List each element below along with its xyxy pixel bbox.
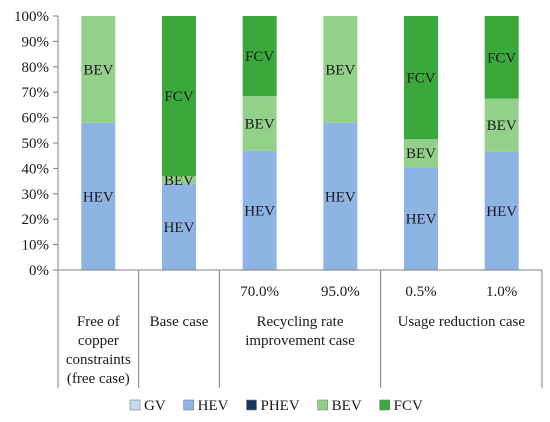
segment-label-fcv: FCV (487, 50, 516, 66)
bar-segment-fcv (162, 16, 196, 177)
x-axis: 70.0% 95.0% 0.5% 1.0% Free of copper constrain… (57, 269, 543, 388)
bar-segment-hev (404, 167, 438, 270)
x-group-label: constraints (66, 352, 131, 368)
y-tick-label: 20% (22, 212, 50, 228)
legend-swatch-gv (129, 399, 141, 411)
segment-label-bev: BEV (83, 62, 113, 78)
bar-segment-fcv (404, 16, 438, 140)
x-category-label: 0.5% (405, 284, 436, 300)
x-group-label: Base case (150, 314, 209, 330)
legend-label-bev: BEV (332, 398, 362, 414)
bar-segment-fcv (484, 16, 519, 99)
segment-label-hev: HEV (406, 212, 437, 228)
segment-label-bev: BEV (487, 118, 517, 134)
bar-segment-hev (323, 122, 358, 271)
bar-segment-bev (81, 16, 116, 123)
x-group-label: Recycling rate (256, 314, 343, 330)
y-tick-label: 30% (22, 187, 50, 203)
legend-swatch-phev (246, 399, 257, 411)
y-tick-label: 80% (22, 60, 50, 76)
y-tick-label: 50% (22, 136, 50, 152)
x-group-label: (free case) (67, 371, 130, 387)
segment-label-hev: HEV (83, 189, 114, 205)
y-axis: 0% 10% 20% 30% 40% 50% 60% 70% 80% 90% 100% (14, 9, 59, 279)
segment-label-fcv: FCV (406, 71, 435, 87)
segment-label-bev: BEV (325, 62, 355, 78)
x-group-label: Free of (77, 314, 120, 330)
bar-segment-hev (484, 151, 519, 270)
bar-segment-bev (404, 139, 438, 168)
segment-label-fcv: FCV (164, 89, 193, 105)
y-tick-label: 60% (22, 111, 50, 127)
x-group-label: improvement case (245, 333, 355, 349)
segment-label-hev: HEV (325, 189, 356, 205)
legend-swatch-fcv (379, 399, 390, 411)
bar-segment-bev (323, 16, 358, 123)
y-tick-label: 0% (29, 263, 49, 279)
y-tick-label: 90% (22, 34, 50, 50)
bar-segment-hev (242, 150, 277, 270)
y-tick-label: 100% (14, 9, 49, 25)
legend: GV HEV PHEV BEV FCV (129, 398, 423, 414)
y-tick-label: 70% (22, 85, 50, 101)
segment-label-hev: HEV (244, 203, 275, 219)
x-category-label: 1.0% (486, 284, 517, 300)
bar-segment-bev (162, 176, 196, 184)
segment-label-fcv: FCV (245, 49, 274, 65)
bar-segment-hev (162, 183, 196, 270)
segment-label-bev: BEV (164, 173, 194, 189)
bars: HEV BEV HEV BEV FCV HEV BEV FCV HEV BEV HEV BEV FCV H… (81, 16, 519, 271)
legend-label-fcv: FCV (394, 398, 423, 414)
y-tick-label: 40% (22, 161, 50, 177)
legend-swatch-hev (183, 399, 194, 411)
segment-label-hev: HEV (164, 220, 195, 236)
legend-swatch-bev (317, 399, 328, 411)
bar-segment-hev (81, 122, 116, 271)
bar-segment-bev (484, 98, 519, 152)
bar-segment-bev (242, 96, 277, 151)
legend-label-hev: HEV (198, 398, 229, 414)
segment-label-bev: BEV (406, 146, 436, 162)
x-group-label: copper (78, 333, 119, 349)
segment-label-hev: HEV (486, 204, 517, 220)
y-tick-label: 10% (22, 238, 50, 254)
x-category-label: 70.0% (240, 284, 279, 300)
bar-segment-fcv (242, 16, 277, 97)
legend-label-phev: PHEV (261, 398, 300, 414)
x-group-label: Usage reduction case (398, 314, 526, 330)
x-category-label: 95.0% (321, 284, 360, 300)
segment-label-bev: BEV (245, 116, 275, 132)
legend-label-gv: GV (144, 398, 166, 414)
